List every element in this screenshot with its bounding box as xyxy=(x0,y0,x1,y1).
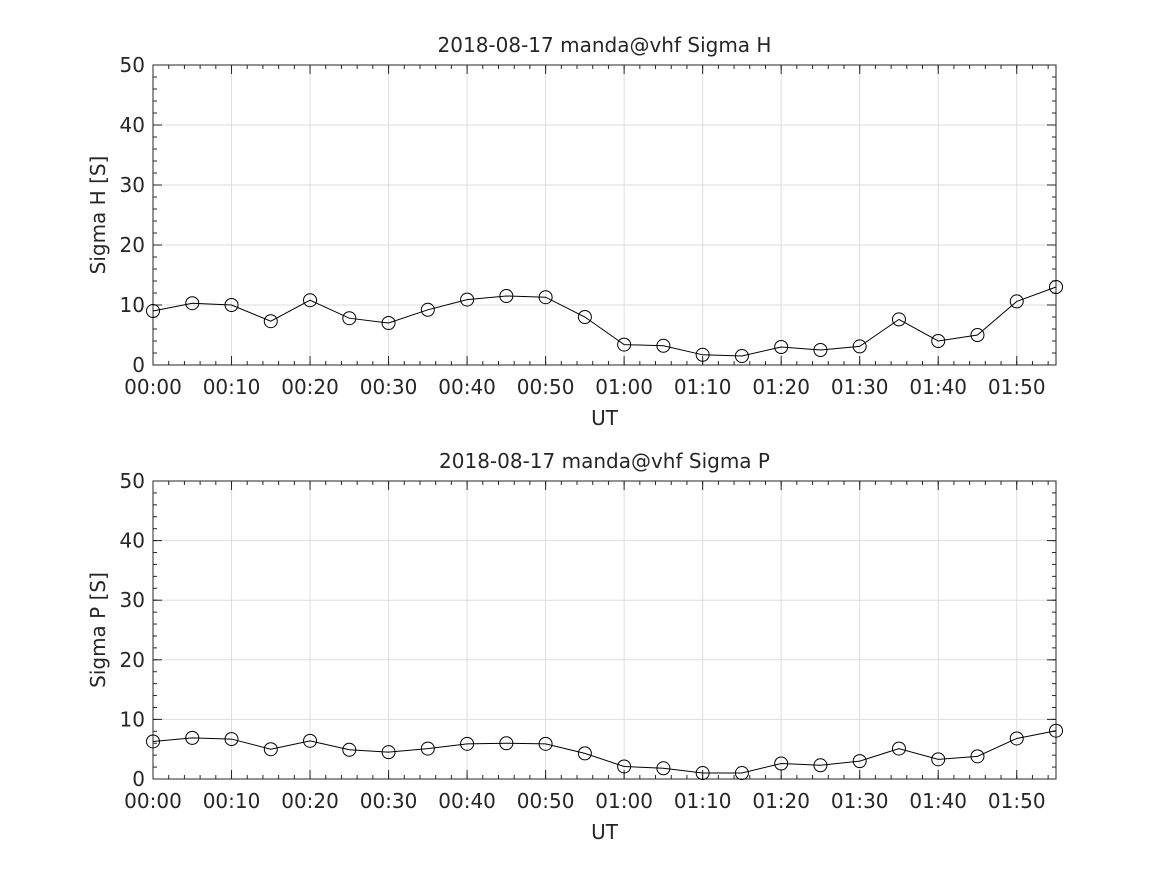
data-point-marker xyxy=(617,337,632,352)
x-tick-label: 00:10 xyxy=(203,375,261,399)
x-tick-label: 00:00 xyxy=(124,375,182,399)
data-point-marker xyxy=(1009,294,1024,309)
x-tick-label: 01:50 xyxy=(988,789,1046,813)
y-axis-label: Sigma P [S] xyxy=(86,572,110,688)
data-point-marker xyxy=(577,310,592,324)
data-point-marker xyxy=(342,742,357,757)
x-tick-label: 00:50 xyxy=(517,375,575,399)
series-line xyxy=(152,286,1057,357)
data-point-marker xyxy=(891,312,906,327)
data-point-marker xyxy=(656,338,671,353)
y-tick-label: 10 xyxy=(120,293,145,317)
data-point-marker xyxy=(774,340,789,354)
data-point-marker xyxy=(852,754,867,769)
chart-panel-2: 00:00 00:10 00:20 00:30 00:40 00:50 01:00 01:10… xyxy=(86,449,1063,844)
x-tick-label: 00:40 xyxy=(438,375,496,399)
plot-area xyxy=(153,481,1056,779)
y-tick-label: 50 xyxy=(120,469,145,493)
x-tick-label: 00:40 xyxy=(438,789,496,813)
x-tick-label: 00:50 xyxy=(517,789,575,813)
x-tick-label: 01:00 xyxy=(595,375,653,399)
plot-area xyxy=(153,65,1056,365)
y-tick-label: 40 xyxy=(120,113,145,137)
data-point-marker xyxy=(303,293,318,308)
data-point-marker xyxy=(734,766,749,781)
data-point-marker xyxy=(460,736,475,751)
x-tick-label: 01:10 xyxy=(674,375,732,399)
data-point-marker xyxy=(538,736,553,751)
x-tick-label: 00:20 xyxy=(281,789,339,813)
x-tick-label: 00:10 xyxy=(203,789,261,813)
x-tick-label: 00:30 xyxy=(360,789,418,813)
data-point-marker xyxy=(224,298,239,312)
data-point-marker xyxy=(970,328,985,342)
x-tick-label: 01:40 xyxy=(909,789,967,813)
x-tick-label: 01:50 xyxy=(988,375,1046,399)
y-tick-label: 0 xyxy=(132,353,145,377)
x-axis-label: UT xyxy=(591,820,619,844)
data-point-marker xyxy=(420,741,435,756)
x-tick-label: 01:30 xyxy=(831,789,889,813)
data-point-marker xyxy=(813,343,828,357)
y-tick-label: 0 xyxy=(132,767,145,791)
data-point-marker xyxy=(499,736,514,751)
chart-title: 2018-08-17 manda@vhf Sigma H xyxy=(438,33,772,57)
data-point-marker xyxy=(734,349,749,363)
data-point-marker xyxy=(695,766,710,781)
x-tick-label: 00:00 xyxy=(124,789,182,813)
data-point-marker xyxy=(263,742,278,757)
y-axis-label: Sigma H [S] xyxy=(86,156,110,275)
data-point-marker xyxy=(1049,280,1063,294)
data-point-marker xyxy=(303,733,318,748)
chart-panel-1: 00:00 00:10 00:20 00:30 00:40 00:50 01:00 01:10… xyxy=(86,33,1063,430)
x-tick-label: 00:30 xyxy=(360,375,418,399)
data-point-marker xyxy=(185,296,200,311)
y-tick-label: 30 xyxy=(120,173,145,197)
axes-frame xyxy=(152,480,1057,780)
data-point-marker xyxy=(499,289,514,303)
data-point-marker xyxy=(813,758,828,773)
x-tick-label: 01:30 xyxy=(831,375,889,399)
data-point-marker xyxy=(656,761,671,776)
axes-frame xyxy=(152,64,1057,366)
x-axis-label: UT xyxy=(591,406,619,430)
data-point-marker xyxy=(342,311,357,326)
y-tick-label: 40 xyxy=(120,529,145,553)
y-tick-label: 10 xyxy=(120,707,145,731)
x-tick-label: 01:00 xyxy=(595,789,653,813)
data-point-marker xyxy=(1009,731,1024,746)
data-point-marker xyxy=(224,732,239,747)
data-point-marker xyxy=(146,304,160,318)
data-point-marker xyxy=(577,746,592,761)
y-tick-label: 50 xyxy=(120,53,145,77)
data-point-marker xyxy=(1049,723,1063,738)
x-tick-label: 01:10 xyxy=(674,789,732,813)
data-point-marker xyxy=(538,290,553,305)
data-point-marker xyxy=(460,292,475,307)
data-point-marker xyxy=(381,745,396,760)
data-point-marker xyxy=(617,759,632,774)
data-point-marker xyxy=(695,347,710,362)
y-tick-label: 20 xyxy=(120,648,145,672)
x-tick-label: 01:40 xyxy=(909,375,967,399)
data-point-marker xyxy=(774,756,789,771)
data-point-marker xyxy=(146,734,160,749)
x-tick-label: 01:20 xyxy=(752,375,810,399)
data-point-marker xyxy=(931,752,946,767)
data-point-marker xyxy=(852,339,867,354)
x-tick-label: 01:20 xyxy=(752,789,810,813)
chart-title: 2018-08-17 manda@vhf Sigma P xyxy=(439,449,770,473)
data-point-marker xyxy=(420,302,435,317)
data-point-marker xyxy=(185,730,200,745)
data-point-marker xyxy=(931,334,946,348)
y-tick-label: 30 xyxy=(120,588,145,612)
data-point-marker xyxy=(263,314,278,329)
data-point-marker xyxy=(970,749,985,764)
y-tick-label: 20 xyxy=(120,233,145,257)
data-point-marker xyxy=(381,316,396,330)
x-tick-label: 00:20 xyxy=(281,375,339,399)
data-point-marker xyxy=(891,741,906,756)
